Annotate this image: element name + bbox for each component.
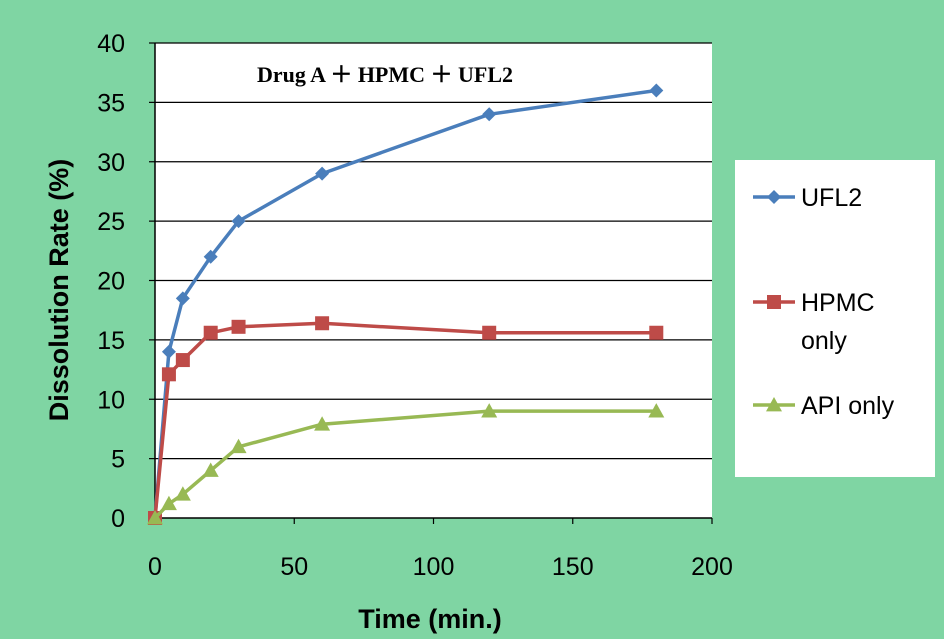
y-tick-labels: 0 5 10 15 20 25 30 35 40 [97, 30, 125, 533]
legend-label-2: API only [801, 392, 895, 420]
legend-label-line: HPMC [801, 289, 875, 317]
data-point-2 [160, 495, 177, 511]
gridlines [149, 42, 713, 524]
legend-marker-1 [767, 295, 781, 309]
data-point-1 [649, 325, 664, 340]
series-line-0 [153, 88, 657, 519]
y-tick-label: 20 [97, 268, 125, 296]
x-tick-label: 50 [280, 553, 308, 581]
data-point-0 [161, 344, 176, 359]
legend-marker-2 [766, 397, 782, 412]
y-tick-label: 40 [97, 30, 125, 58]
data-point-0 [203, 249, 218, 264]
legend-label-line: only [801, 327, 847, 355]
data-point-0 [315, 166, 330, 181]
legend: UFL2 HPMC only API only [735, 160, 935, 477]
series-group [147, 83, 665, 525]
legend-label-line: UFL2 [801, 184, 862, 212]
data-point-0 [649, 83, 664, 98]
y-tick-label: 25 [97, 208, 125, 236]
data-point-2 [202, 462, 219, 477]
data-point-1 [231, 319, 246, 334]
x-tick-label: 100 [413, 553, 455, 581]
x-axis-title: Time (min.) [358, 604, 502, 634]
x-tick-label: 150 [552, 553, 594, 581]
data-point-2 [147, 510, 163, 525]
legend-label-0: UFL2 [801, 184, 862, 212]
legend-label-1: HPMC only [801, 289, 875, 355]
y-axis-title: Dissolution Rate (%) [44, 159, 74, 422]
y-tick-label: 10 [97, 386, 125, 414]
data-point-1 [175, 353, 190, 368]
y-tick-label: 5 [111, 446, 125, 474]
data-point-2 [174, 486, 191, 501]
data-point-1 [203, 325, 218, 340]
legend-box [735, 160, 935, 477]
legend-label-line: API only [801, 392, 895, 420]
data-point-0 [175, 291, 190, 306]
data-point-2 [648, 403, 665, 418]
legend-marker-0 [767, 190, 781, 204]
chart-title: Drug A ＋ HPMC ＋ UFL2 [257, 62, 513, 87]
y-tick-label: 15 [97, 327, 125, 355]
data-point-2 [230, 438, 247, 454]
y-tick-label: 30 [97, 149, 125, 177]
data-point-1 [482, 325, 497, 340]
y-tick-label: 35 [97, 89, 125, 117]
x-tick-label: 0 [148, 553, 162, 581]
data-point-0 [482, 107, 497, 122]
data-point-2 [481, 403, 498, 418]
y-tick-label: 0 [111, 505, 125, 533]
data-point-1 [161, 367, 176, 382]
x-tick-labels: 0 50 100 150 200 [148, 553, 733, 581]
data-point-2 [314, 416, 331, 431]
data-point-1 [315, 316, 330, 331]
x-tick-label: 200 [691, 553, 733, 581]
data-point-0 [231, 214, 246, 229]
